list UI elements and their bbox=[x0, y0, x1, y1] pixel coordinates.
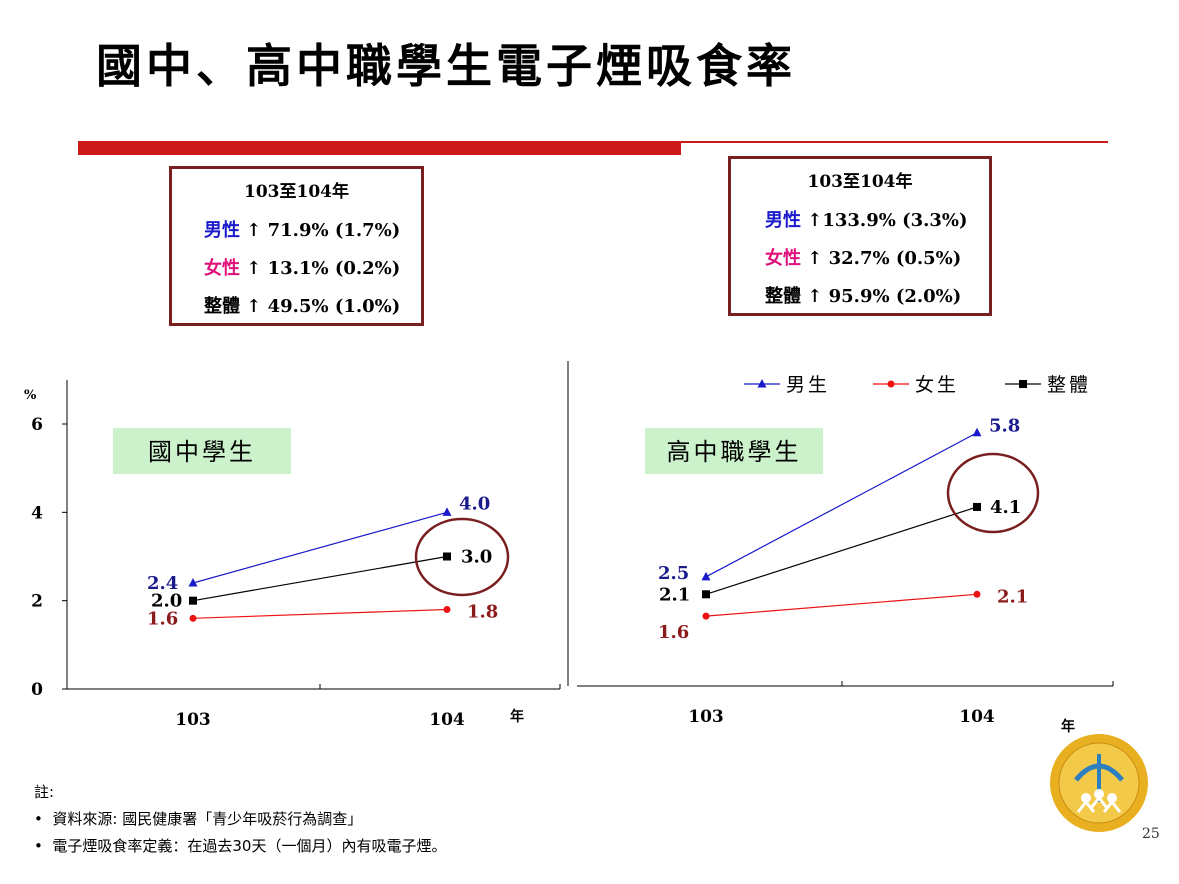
footnote-text: 電子煙吸食率定義：在過去30天（一個月）內有吸電子煙。 bbox=[52, 837, 447, 855]
summary-row-female: 女性 ↑ 13.1% (0.2%) bbox=[204, 254, 421, 292]
data-label: 1.8 bbox=[467, 602, 498, 623]
summary-row-male: 男性 ↑133.9% (3.3%) bbox=[765, 206, 989, 244]
data-label: 5.8 bbox=[989, 416, 1020, 437]
panel-title: 國中學生 bbox=[148, 438, 256, 466]
panel-title-box bbox=[113, 428, 291, 474]
data-point-square bbox=[702, 590, 710, 599]
x-axis-label: 年 bbox=[1061, 718, 1075, 735]
page-title: 國中、高中職學生電子煙吸食率 bbox=[96, 39, 796, 93]
summary-label-male: 男性 bbox=[204, 220, 240, 241]
data-point-square bbox=[973, 502, 981, 511]
highlight-ellipse bbox=[946, 452, 1040, 534]
footnote-item: • 資料來源: 國民健康署「青少年吸菸行為調查」 bbox=[34, 810, 363, 828]
data-point-circle bbox=[189, 614, 197, 622]
y-tick-label: 6 bbox=[31, 415, 43, 435]
data-point-triangle bbox=[188, 578, 198, 587]
summary-label-total: 整體 bbox=[765, 286, 801, 307]
legend-label: 整體 bbox=[1047, 374, 1091, 396]
series-line-整體 bbox=[192, 555, 448, 602]
x-tick-label: 103 bbox=[688, 707, 724, 727]
logo-figure bbox=[1081, 793, 1091, 803]
footnotes: 註: • 資料來源: 國民健康署「青少年吸菸行為調查」 • 電子煙吸食率定義：在… bbox=[34, 781, 446, 862]
logo-figure bbox=[1107, 793, 1117, 803]
summary-row-total: 整體 ↑ 49.5% (1.0%) bbox=[204, 292, 421, 330]
logo-figure bbox=[1094, 789, 1104, 799]
x-axis-label: 年 bbox=[510, 708, 524, 725]
footnote-item: • 電子煙吸食率定義：在過去30天（一個月）內有吸電子煙。 bbox=[34, 837, 447, 855]
data-point-triangle bbox=[442, 507, 452, 516]
series-line-整體 bbox=[705, 506, 978, 595]
summary-value-female: ↑ 32.7% (0.5%) bbox=[807, 248, 962, 269]
data-point-triangle bbox=[701, 571, 711, 581]
data-label: 1.6 bbox=[147, 608, 178, 629]
summary-value-male: ↑133.9% (3.3%) bbox=[807, 210, 968, 231]
summary-row-female: 女性 ↑ 32.7% (0.5%) bbox=[765, 244, 989, 282]
series-line-女生 bbox=[705, 593, 978, 617]
summary-value-female: ↑ 13.1% (0.2%) bbox=[246, 258, 401, 279]
legend-marker-square bbox=[1019, 380, 1027, 388]
highlight-ellipse bbox=[414, 517, 510, 597]
legend-marker-circle bbox=[887, 380, 895, 388]
x-tick-label: 103 bbox=[175, 710, 211, 730]
data-label: 2.0 bbox=[151, 591, 182, 612]
series-line-男生 bbox=[192, 511, 448, 584]
title-underline-bar bbox=[78, 141, 681, 155]
data-point-triangle bbox=[972, 427, 982, 437]
data-label: 3.0 bbox=[461, 547, 492, 568]
health-promotion-administration-logo bbox=[1050, 734, 1148, 832]
summary-box-senior-high: 103至104年 男性 ↑133.9% (3.3%) 女性 ↑ 32.7% (0… bbox=[728, 156, 992, 316]
data-point-circle bbox=[443, 606, 451, 613]
series-line-女生 bbox=[192, 608, 448, 619]
data-label: 2.4 bbox=[147, 573, 178, 594]
data-label: 2.1 bbox=[997, 586, 1028, 607]
data-label: 4.0 bbox=[459, 493, 490, 514]
y-axis-unit-label: % bbox=[24, 388, 37, 403]
summary-label-male: 男性 bbox=[765, 210, 801, 231]
data-point-square bbox=[189, 596, 197, 605]
y-tick-label: 2 bbox=[31, 592, 43, 612]
logo-figures-arms bbox=[1076, 795, 1122, 813]
y-tick-label: 0 bbox=[31, 680, 43, 700]
summary-box-heading: 103至104年 bbox=[807, 172, 913, 192]
summary-label-female: 女性 bbox=[204, 258, 240, 279]
summary-box-heading: 103至104年 bbox=[244, 182, 349, 202]
summary-value-total: ↑ 95.9% (2.0%) bbox=[807, 286, 962, 307]
page-number: 25 bbox=[1142, 826, 1160, 842]
summary-box-junior-high: 103至104年 男性 ↑ 71.9% (1.7%) 女性 ↑ 13.1% (0… bbox=[169, 166, 424, 326]
summary-value-male: ↑ 71.9% (1.7%) bbox=[246, 220, 401, 241]
summary-row-male: 男性 ↑ 71.9% (1.7%) bbox=[204, 216, 421, 254]
x-tick-label: 104 bbox=[959, 707, 995, 727]
panel-title: 高中職學生 bbox=[667, 438, 802, 466]
y-tick-label: 4 bbox=[31, 503, 43, 523]
series-line-男生 bbox=[705, 432, 978, 578]
footnote-text: 資料來源: 國民健康署「青少年吸菸行為調查」 bbox=[52, 810, 363, 828]
data-label: 1.6 bbox=[658, 622, 689, 643]
legend-marker-triangle bbox=[757, 379, 767, 388]
panel-title-box bbox=[645, 428, 823, 474]
legend-label: 男生 bbox=[786, 374, 830, 396]
summary-label-female: 女性 bbox=[765, 248, 801, 269]
summary-row-total: 整體 ↑ 95.9% (2.0%) bbox=[765, 282, 989, 320]
x-tick-label: 104 bbox=[429, 710, 465, 730]
footnote-heading: 註: bbox=[34, 783, 55, 801]
data-label: 2.1 bbox=[659, 584, 690, 605]
data-point-circle bbox=[973, 590, 981, 598]
data-point-circle bbox=[702, 612, 710, 620]
data-label: 2.5 bbox=[658, 563, 689, 584]
summary-value-total: ↑ 49.5% (1.0%) bbox=[246, 296, 401, 317]
title-underline-thin bbox=[681, 141, 1108, 143]
legend-label: 女生 bbox=[915, 374, 959, 396]
summary-label-total: 整體 bbox=[204, 296, 240, 317]
data-label: 4.1 bbox=[990, 497, 1021, 518]
data-point-square bbox=[443, 552, 451, 561]
